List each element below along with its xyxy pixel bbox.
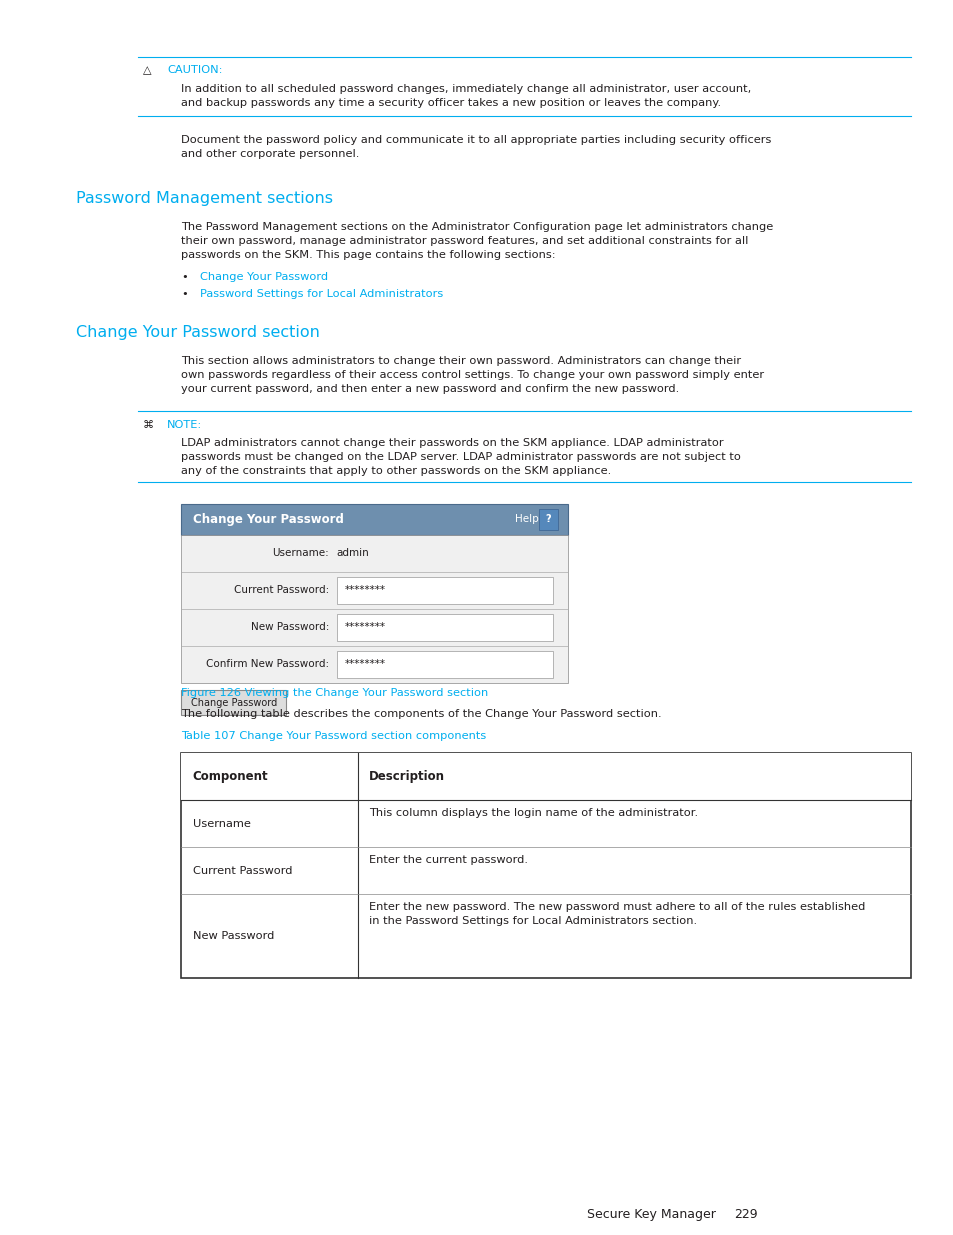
Text: ⌘: ⌘	[143, 420, 154, 430]
Bar	[181, 753, 910, 978]
Text: The Password Management sections on the Administrator Configuration page let adm: The Password Management sections on the …	[181, 222, 773, 261]
Text: ?: ?	[545, 514, 551, 525]
Text: Secure Key Manager: Secure Key Manager	[586, 1208, 715, 1221]
Text: Help: Help	[515, 514, 538, 525]
Text: Enter the current password.: Enter the current password.	[369, 855, 528, 864]
Text: In addition to all scheduled password changes, immediately change all administra: In addition to all scheduled password ch…	[181, 84, 751, 107]
Text: ********: ********	[344, 585, 385, 595]
Bar	[181, 753, 910, 800]
Text: Password Settings for Local Administrators: Password Settings for Local Administrato…	[200, 289, 443, 299]
Text: •: •	[181, 272, 188, 282]
Text: Description: Description	[369, 771, 445, 783]
Text: This column displays the login name of the administrator.: This column displays the login name of t…	[369, 808, 698, 818]
Text: 229: 229	[734, 1208, 758, 1221]
Text: Password Management sections: Password Management sections	[76, 191, 333, 206]
Text: Table 107 Change Your Password section components: Table 107 Change Your Password section c…	[181, 731, 486, 741]
Text: Change Your Password: Change Your Password	[193, 513, 343, 526]
Bar	[336, 577, 553, 604]
Text: CAUTION:: CAUTION:	[167, 65, 222, 75]
Text: ********: ********	[344, 622, 385, 632]
Text: Username: Username	[193, 819, 251, 829]
Bar	[181, 504, 567, 535]
Text: Username:: Username:	[273, 548, 329, 558]
Bar	[181, 690, 286, 715]
Text: Figure 126 Viewing the Change Your Password section: Figure 126 Viewing the Change Your Passw…	[181, 688, 488, 698]
Text: New Password:: New Password:	[251, 622, 329, 632]
Text: NOTE:: NOTE:	[167, 420, 202, 430]
Text: ********: ********	[344, 659, 385, 669]
Text: admin: admin	[336, 548, 369, 558]
Text: Current Password: Current Password	[193, 866, 292, 876]
Text: Document the password policy and communicate it to all appropriate parties inclu: Document the password policy and communi…	[181, 135, 771, 158]
Text: Confirm New Password:: Confirm New Password:	[206, 659, 329, 669]
Text: △: △	[143, 65, 152, 75]
Bar	[538, 509, 558, 530]
Bar	[336, 651, 553, 678]
Text: New Password: New Password	[193, 931, 274, 941]
Text: This section allows administrators to change their own password. Administrators : This section allows administrators to ch…	[181, 356, 763, 394]
Text: Change Password: Change Password	[191, 698, 276, 708]
Text: Component: Component	[193, 771, 268, 783]
Bar	[181, 535, 567, 683]
Text: Current Password:: Current Password:	[233, 585, 329, 595]
Text: •: •	[181, 289, 188, 299]
Text: Enter the new password. The new password must adhere to all of the rules establi: Enter the new password. The new password…	[369, 902, 864, 925]
Text: The following table describes the components of the Change Your Password section: The following table describes the compon…	[181, 709, 661, 719]
Text: LDAP administrators cannot change their passwords on the SKM appliance. LDAP adm: LDAP administrators cannot change their …	[181, 438, 740, 477]
Bar	[336, 614, 553, 641]
Text: Change Your Password section: Change Your Password section	[76, 325, 320, 340]
Text: Change Your Password: Change Your Password	[200, 272, 328, 282]
